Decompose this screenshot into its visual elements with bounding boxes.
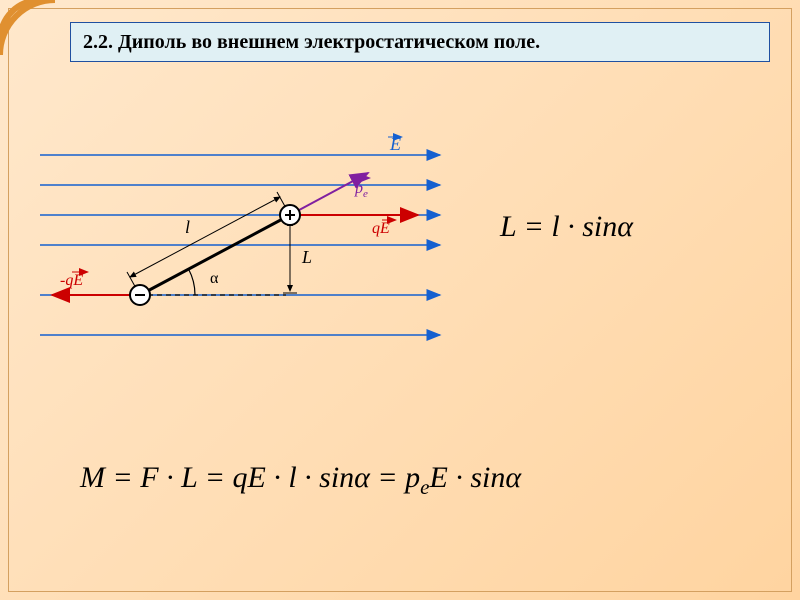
positive-charge xyxy=(280,205,300,225)
slide-container: 2.2. Диполь во внешнем электростатическо… xyxy=(0,0,800,600)
field-lines xyxy=(40,155,440,335)
corner-decoration xyxy=(0,0,60,60)
negative-charge xyxy=(130,285,150,305)
formula-L: L = l · sinα xyxy=(500,210,633,244)
angle-arc xyxy=(189,269,196,295)
qE-label: qE xyxy=(372,220,390,237)
L-label: L xyxy=(301,247,312,267)
alpha-label: α xyxy=(210,270,219,287)
dipole-diagram: E l L α qE -qE pe xyxy=(30,120,460,370)
title-text: 2.2. Диполь во внешнем электростатическо… xyxy=(83,31,540,53)
l-label: l xyxy=(185,217,190,237)
l-dimension xyxy=(130,197,280,277)
formula-M: M = F · L = qE · l · sinα = peE · sinα xyxy=(80,461,521,500)
neg-qE-label: -qE xyxy=(60,272,83,289)
title-box: 2.2. Диполь во внешнем электростатическо… xyxy=(70,22,770,62)
pe-label: pe xyxy=(354,180,368,200)
